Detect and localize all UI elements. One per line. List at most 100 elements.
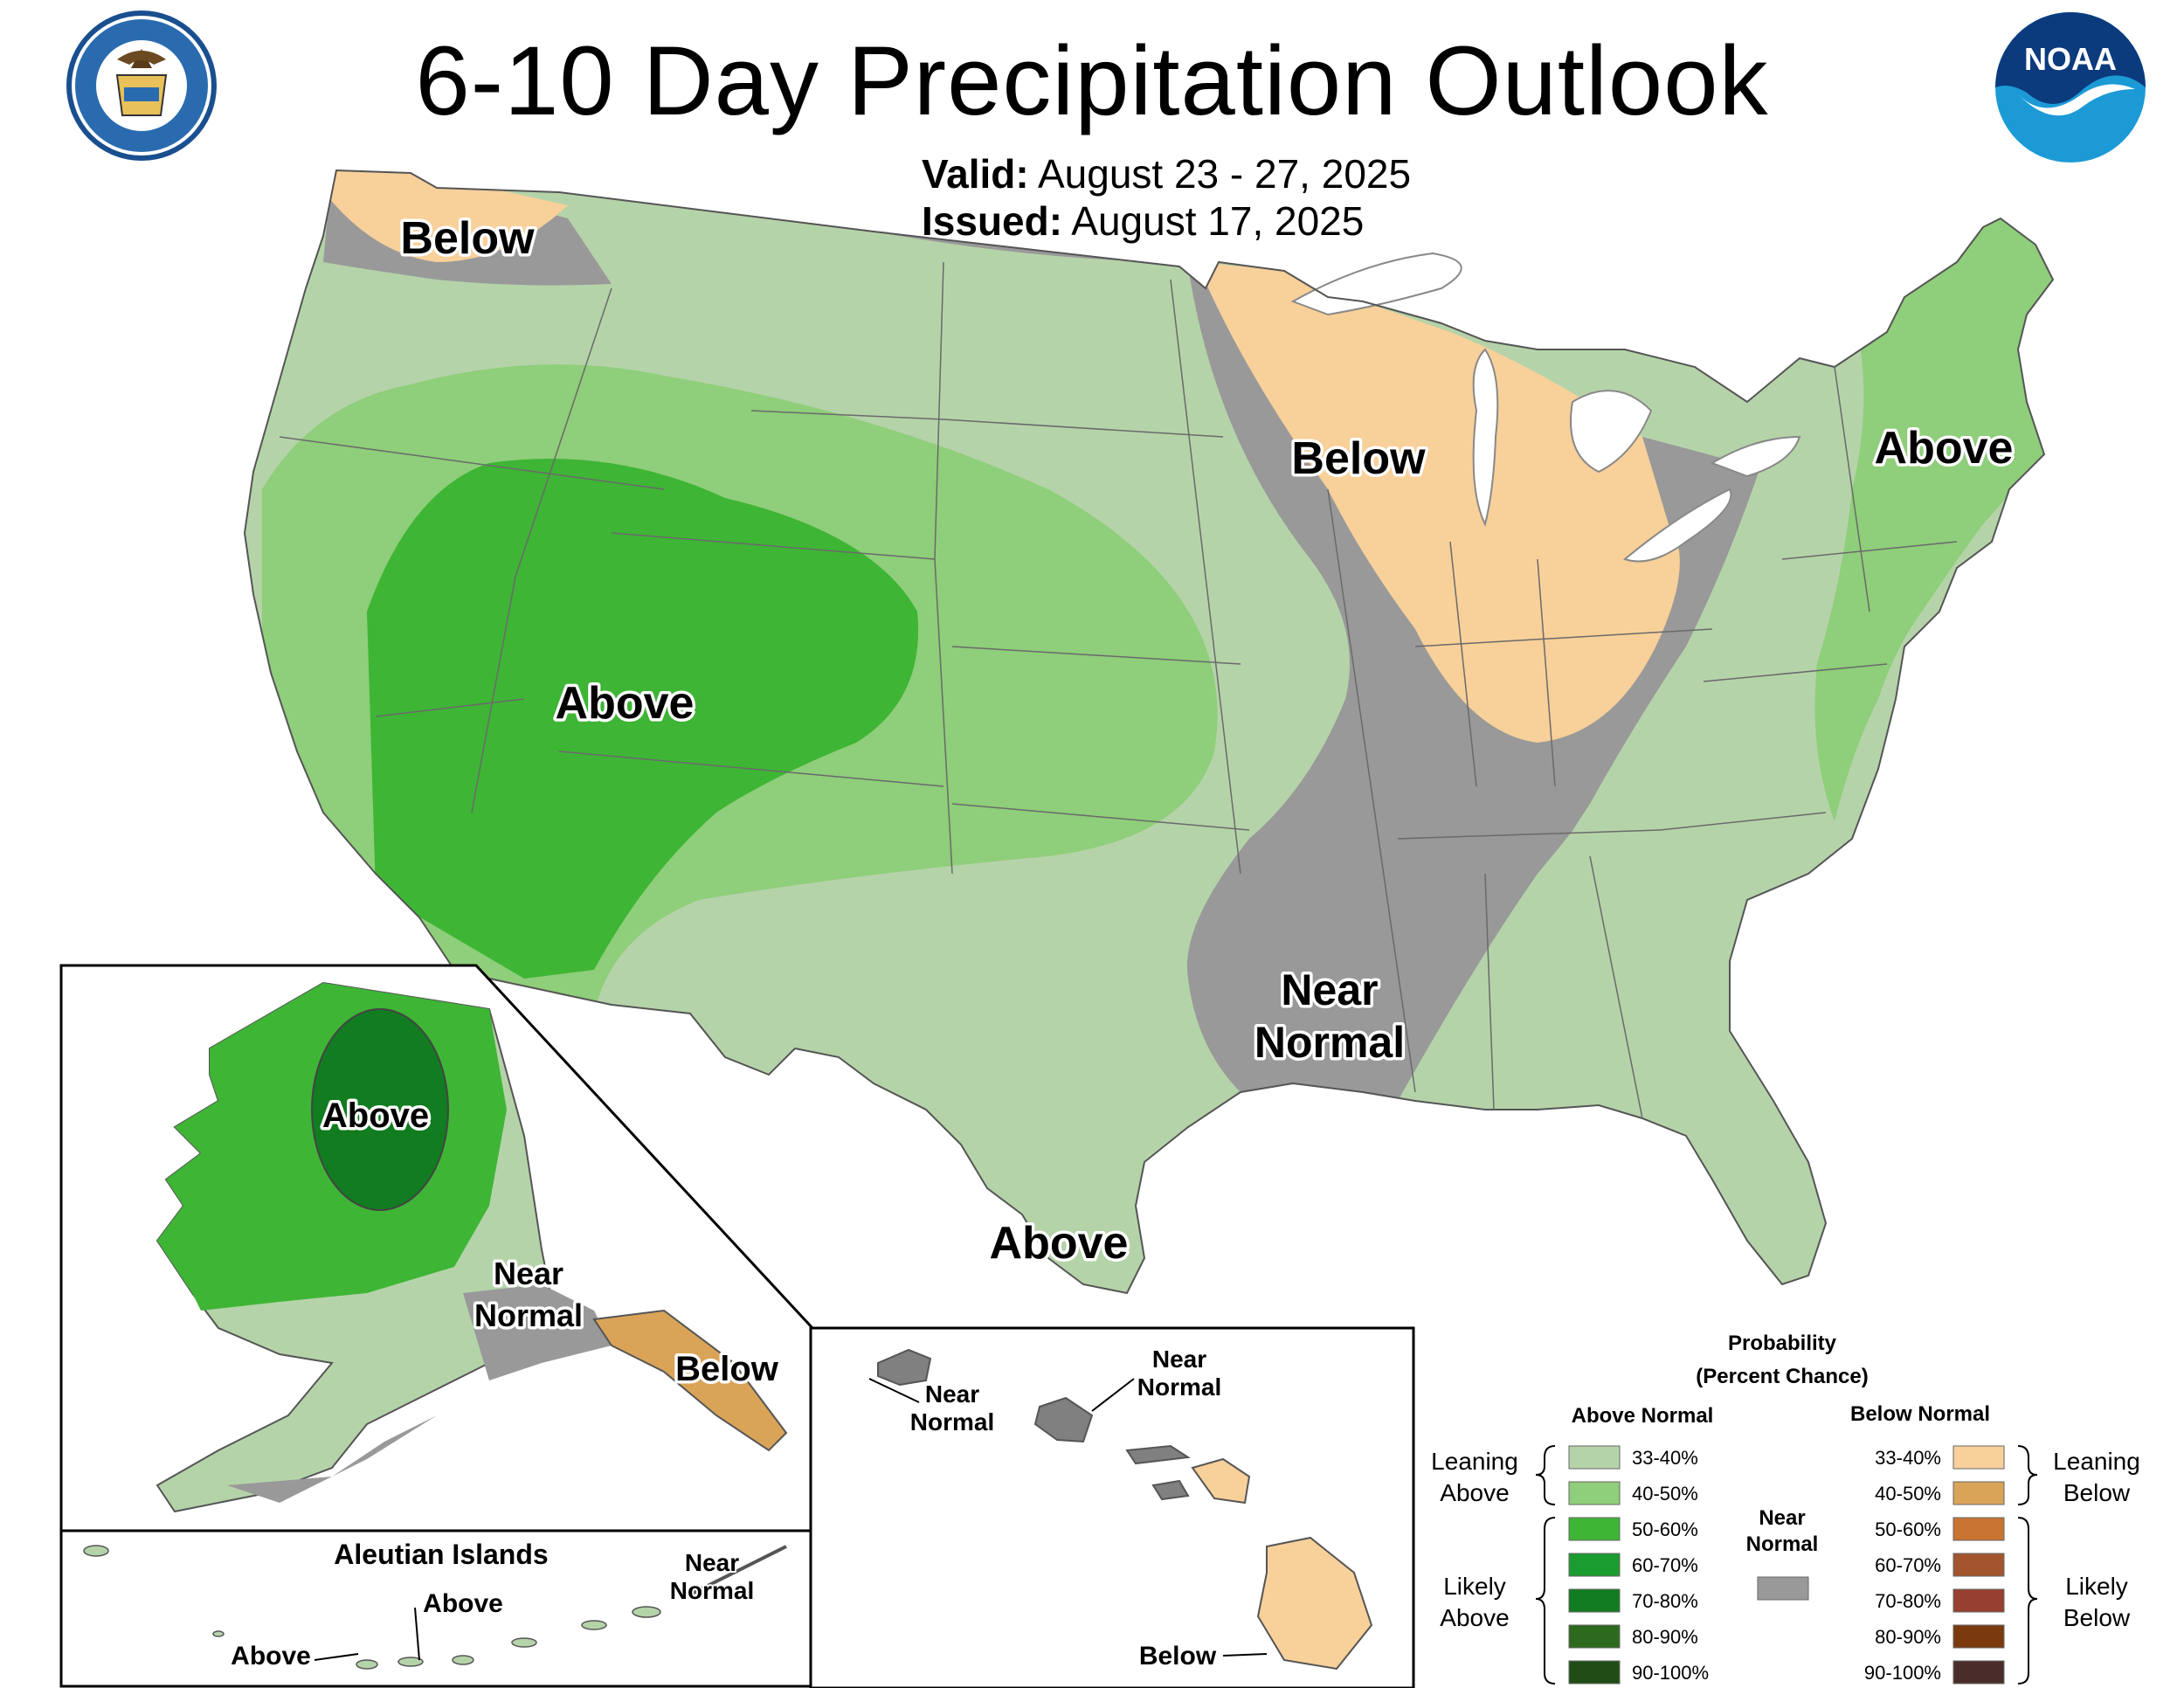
legend-swatch-below-70-80 [1952, 1588, 2005, 1613]
lake-huron [1570, 390, 1653, 474]
hawaii-left-near-1: Near [925, 1380, 979, 1408]
legend-below-swatches [1952, 1445, 2005, 1685]
legend-leaning-above-1: Leaning [1431, 1448, 1518, 1475]
hawaii-pointer-below [1222, 1653, 1268, 1657]
aleutian-above-label-1: Above [423, 1589, 503, 1618]
legend-below-header: Below Normal [1850, 1402, 1990, 1426]
legend-likely-above-2: Above [1440, 1604, 1509, 1631]
legend-swatch-below-40-50 [1952, 1481, 2005, 1505]
near-normal-label-1: Near [1281, 965, 1378, 1014]
aleutian-near-label-1: Near [685, 1549, 739, 1576]
aleutian-pointer-1 [414, 1607, 420, 1661]
issued-value: August 17, 2025 [1071, 198, 1365, 244]
legend-below-range-2: 40-50% [1875, 1483, 1941, 1505]
legend-above-range-2: 40-50% [1632, 1483, 1698, 1505]
legend-swatch-near-normal [1757, 1576, 1809, 1601]
aleutian-inset-frame [59, 1529, 814, 1688]
legend-likely-below-2: Below [2063, 1604, 2131, 1631]
noaa-logo-icon: NOAA [1995, 12, 2146, 163]
legend-swatch-above-80-90 [1568, 1624, 1621, 1649]
legend-below-range-3: 50-60% [1875, 1519, 1941, 1540]
state-borders [279, 261, 1958, 1119]
legend-swatch-above-50-60 [1568, 1517, 1621, 1541]
legend-title-2: (Percent Chance) [1696, 1365, 1868, 1388]
legend-braces [1535, 1445, 2038, 1685]
legend-above-range-3: 50-60% [1632, 1519, 1698, 1540]
legend-below-range-6: 80-90% [1875, 1626, 1941, 1648]
hawaii-pointer-right [1091, 1378, 1135, 1412]
alaska-near-label-1: Near [494, 1256, 563, 1291]
legend-leaning-below-2: Below [2063, 1479, 2131, 1506]
legend-below-range-7: 90-100% [1864, 1662, 1941, 1684]
legend-below-range-5: 70-80% [1875, 1590, 1941, 1612]
legend-swatch-below-90-100 [1952, 1660, 2005, 1685]
ne-above-label: Above [1875, 423, 2014, 474]
issued-date: Issued: August 17, 2025 [922, 197, 1364, 245]
aleutian-title: Aleutian Islands [334, 1539, 548, 1570]
lanai-island [1151, 1479, 1190, 1501]
legend-leaning-below-1: Leaning [2053, 1448, 2140, 1475]
legend-above-header: Above Normal [1572, 1404, 1714, 1428]
alaska-near-normal-region [463, 1284, 612, 1380]
issued-label: Issued: [922, 198, 1063, 244]
aleutian-near-label-2: Normal [670, 1577, 754, 1604]
valid-dates: Valid: August 23 - 27, 2025 [922, 150, 1411, 197]
commerce-seal-icon [66, 10, 217, 161]
legend-likely-below-1: Likely [2065, 1573, 2128, 1600]
big-island [1256, 1536, 1373, 1671]
hawaii-below-label: Below [1139, 1642, 1217, 1671]
alaska-peninsula-near-normal [227, 1415, 437, 1503]
legend-swatch-below-50-60 [1952, 1517, 2005, 1541]
legend-above-range-4: 60-70% [1632, 1554, 1698, 1576]
legend-below-range-4: 60-70% [1875, 1554, 1941, 1576]
legend-above-range-5: 70-80% [1632, 1590, 1698, 1612]
conus-nw-below-region [314, 170, 568, 262]
legend-swatch-above-90-100 [1568, 1660, 1621, 1685]
aleutian-pointer-2 [314, 1653, 359, 1661]
legend-swatch-above-70-80 [1568, 1588, 1621, 1613]
alaska-near-label-2: Normal [474, 1297, 583, 1333]
legend-swatch-below-60-70 [1952, 1553, 2005, 1577]
hawaii-pointer-left [868, 1378, 920, 1403]
noaa-logo-text: NOAA [2024, 41, 2117, 77]
texas-above-label: Above [990, 1218, 1129, 1269]
conus-ne-above-40-50-region [1814, 218, 2053, 821]
hawaii-right-near-2: Normal [1137, 1373, 1221, 1401]
legend-above-range-7: 90-100% [1632, 1662, 1709, 1684]
valid-label: Valid: [922, 151, 1029, 197]
conus-great-lakes-below-region [1197, 262, 1680, 743]
legend-title-1: Probability [1728, 1332, 1837, 1355]
alaska-below-label: Below [675, 1350, 779, 1388]
page-title: 6-10 Day Precipitation Outlook [415, 26, 1769, 135]
legend-swatch-above-33-40 [1568, 1445, 1621, 1470]
conus-outline [243, 169, 2055, 1295]
lake-michigan [1472, 348, 1499, 527]
aleutian-islands [83, 1545, 661, 1670]
legend-likely-above-1: Likely [1443, 1573, 1506, 1600]
great-lakes-below-label: Below [1291, 433, 1426, 484]
legend-above-swatches [1568, 1445, 1621, 1685]
legend-swatch-above-60-70 [1568, 1553, 1621, 1577]
legend-near-label-2: Normal [1746, 1532, 1819, 1556]
alaska-above-label: Above [322, 1097, 429, 1135]
conus-above-50-60-region [367, 459, 919, 979]
valid-value: August 23 - 27, 2025 [1037, 151, 1412, 197]
maui-island [1191, 1457, 1251, 1505]
kauai-island [877, 1348, 932, 1387]
legend-swatch-below-33-40 [1952, 1445, 2005, 1470]
nw-below-label: Below [400, 213, 535, 264]
lake-erie [1622, 488, 1732, 563]
legend-swatch-below-80-90 [1952, 1624, 2005, 1649]
west-above-label: Above [556, 678, 695, 729]
legend-swatch-above-40-50 [1568, 1481, 1621, 1505]
near-normal-label-2: Normal [1254, 1018, 1405, 1067]
alaska-above-70-80 [311, 1008, 449, 1211]
aleutian-near-normal-chain [681, 1545, 787, 1601]
hawaii-inset-frame [809, 1326, 1415, 1688]
legend-above-range-6: 80-90% [1632, 1626, 1698, 1648]
aleutian-above-label-2: Above [231, 1642, 311, 1671]
lake-ontario [1710, 435, 1801, 478]
